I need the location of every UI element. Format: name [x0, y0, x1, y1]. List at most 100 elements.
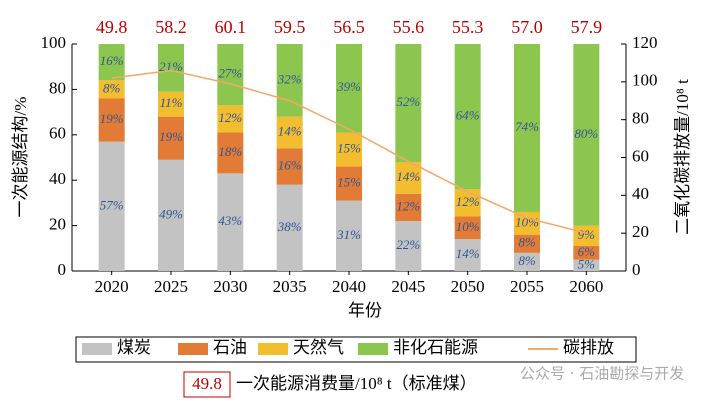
bar-label: 18%: [218, 144, 242, 159]
bar-label: 8%: [518, 253, 536, 268]
bar-label: 8%: [103, 80, 121, 95]
bar-segment: [158, 44, 184, 92]
bar-label: 39%: [336, 79, 361, 94]
x-tick-label: 2035: [273, 277, 307, 296]
x-axis-label: 年份: [348, 301, 382, 320]
note-text: 一次能源消费量/10⁸ t（标准煤）: [236, 374, 477, 393]
total-label: 55.6: [393, 17, 425, 37]
bar-label: 15%: [337, 175, 361, 190]
y-tick-label: 60: [49, 124, 66, 143]
bar-label: 19%: [159, 129, 183, 144]
bar-label: 16%: [100, 53, 124, 68]
y2-tick-label: 80: [632, 109, 649, 128]
total-label: 59.5: [274, 17, 306, 37]
bar-segment: [573, 225, 600, 247]
x-tick-label: 2020: [95, 277, 129, 296]
bar-segment: [276, 184, 303, 271]
bar-label: 12%: [456, 194, 480, 209]
bar-segment: [454, 239, 481, 271]
legend-box: [75, 336, 637, 363]
bar-segment: [395, 221, 422, 271]
bar-segment: [158, 116, 184, 160]
note-box: [183, 371, 231, 398]
x-tick-label: 2025: [154, 277, 188, 296]
y2-tick-label: 40: [632, 184, 649, 203]
y-tick-label: 100: [41, 33, 67, 52]
bar-label: 80%: [574, 126, 598, 141]
bar-segment: [336, 132, 362, 167]
watermark: 公众号 · 石油勘探与开发: [520, 365, 684, 383]
bar-label: 49%: [159, 206, 183, 221]
total-label: 60.1: [215, 17, 247, 37]
x-tick-label: 2050: [451, 277, 485, 296]
bar-segment: [217, 105, 244, 133]
legend-label: 天然气: [293, 338, 344, 357]
bar-segment: [217, 173, 244, 271]
total-label: 49.8: [96, 17, 128, 37]
y2-tick-label: 100: [632, 71, 658, 90]
bar-label: 9%: [578, 227, 596, 242]
y2-axis-label: 二氧化碳排放量/10⁸ t: [673, 79, 692, 235]
bar-label: 11%: [160, 95, 183, 110]
bar-label: 14%: [278, 124, 302, 139]
bar-segment: [514, 234, 540, 253]
bar-label: 57%: [100, 197, 124, 212]
bar-segment: [217, 132, 244, 174]
bar-segment: [276, 116, 303, 149]
bar-label: 8%: [518, 235, 536, 250]
bar-segment: [98, 141, 125, 271]
legend-label: 石油: [213, 338, 247, 357]
bar-label: 74%: [515, 119, 539, 134]
y2-tick-label: 20: [632, 222, 649, 241]
bar-segment: [454, 216, 481, 240]
y2-tick-label: 60: [632, 146, 649, 165]
bar-label: 19%: [100, 111, 124, 126]
x-tick-label: 2055: [510, 277, 544, 296]
bar-label: 27%: [218, 66, 242, 81]
legend-swatch: [178, 343, 208, 355]
bar-segment: [276, 148, 303, 185]
bar-segment: [217, 44, 244, 106]
x-tick-label: 2045: [391, 277, 425, 296]
bar-segment: [336, 166, 362, 201]
bar-label: 14%: [396, 169, 420, 184]
y2-tick-label: 0: [632, 260, 641, 279]
legend-swatch: [358, 343, 388, 355]
bar-segment: [98, 80, 125, 99]
bar-label: 16%: [278, 158, 302, 173]
bar-label: 12%: [396, 198, 420, 213]
legend-label: 碳排放: [563, 338, 614, 357]
bar-segment: [336, 200, 362, 271]
bar-label: 12%: [218, 110, 242, 125]
bar-label: 22%: [396, 237, 420, 252]
total-label: 55.3: [452, 17, 484, 37]
bar-segment: [573, 259, 600, 271]
bar-segment: [158, 91, 184, 117]
bar-segment: [573, 44, 600, 226]
bar-label: 38%: [277, 219, 302, 234]
note-sample: 49.8: [192, 374, 222, 393]
total-label: 58.2: [155, 17, 187, 37]
bar-label: 10%: [515, 214, 539, 229]
total-label: 56.5: [333, 17, 365, 37]
emission-line: [111, 69, 587, 234]
bar-label: 15%: [337, 141, 361, 156]
total-label: 57.0: [511, 17, 543, 37]
y-tick-label: 40: [49, 169, 66, 188]
bar-segment: [454, 189, 481, 217]
bar-segment: [454, 44, 481, 190]
bar-segment: [98, 44, 125, 81]
bar-label: 52%: [396, 94, 420, 109]
x-tick-label: 2030: [213, 277, 247, 296]
y-axis-label: 一次能源结构/%: [11, 97, 30, 218]
bar-segment: [395, 44, 422, 163]
y-tick-label: 20: [49, 215, 66, 234]
x-tick-label: 2060: [569, 277, 603, 296]
bar-label: 6%: [578, 244, 596, 259]
bar-label: 64%: [456, 108, 480, 123]
bar-label: 21%: [159, 59, 183, 74]
bar-segment: [573, 246, 600, 260]
bar-segment: [98, 98, 125, 142]
bar-segment: [514, 211, 540, 235]
